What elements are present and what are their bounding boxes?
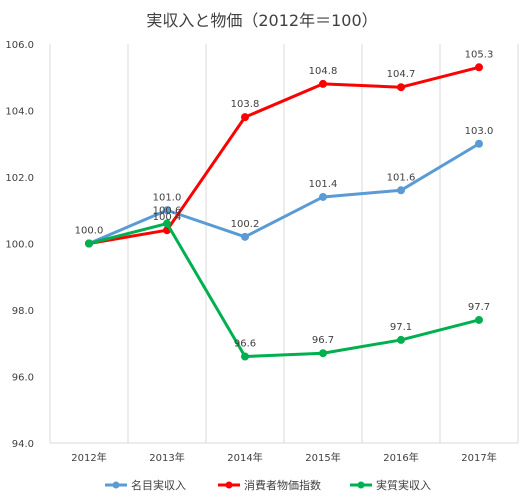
data-label: 105.3 xyxy=(465,49,494,60)
x-tick-label: 2014年 xyxy=(227,451,262,464)
data-point xyxy=(241,113,249,122)
data-label: 104.8 xyxy=(309,66,338,77)
data-label: 100.0 xyxy=(75,226,104,237)
data-label: 97.7 xyxy=(468,302,490,313)
legend-label: 消費者物価指数 xyxy=(244,478,321,492)
x-tick-label: 2012年 xyxy=(71,451,106,464)
series-line xyxy=(87,65,481,245)
data-point xyxy=(319,349,327,358)
x-tick-label: 2016年 xyxy=(383,451,418,464)
data-label: 101.0 xyxy=(153,192,182,203)
data-point xyxy=(241,352,249,361)
legend: 名目実収入 消費者物価指数 実質実収入 xyxy=(105,478,431,492)
data-point xyxy=(163,219,171,228)
y-tick-label: 100.0 xyxy=(5,240,34,251)
data-point xyxy=(475,139,483,148)
data-point xyxy=(397,335,405,344)
data-label: 101.4 xyxy=(309,179,338,190)
data-label: 96.6 xyxy=(234,339,256,350)
legend-label: 実質実収入 xyxy=(376,478,431,492)
y-tick-label: 106.0 xyxy=(5,40,34,51)
data-label: 96.7 xyxy=(312,335,334,346)
data-point xyxy=(85,239,93,248)
legend-marker xyxy=(357,481,365,489)
data-label: 97.1 xyxy=(390,322,412,333)
y-tick-label: 104.0 xyxy=(5,107,34,118)
chart-title: 実収入と物価（2012年＝100） xyxy=(146,11,377,30)
series-line xyxy=(87,142,481,245)
legend-marker xyxy=(112,481,120,489)
x-tick-label: 2017年 xyxy=(461,451,496,464)
y-tick-label: 96.0 xyxy=(12,373,34,384)
x-tick-label: 2015年 xyxy=(305,451,340,464)
y-tick-label: 102.0 xyxy=(5,173,34,184)
grid xyxy=(49,44,519,443)
data-label: 103.8 xyxy=(231,99,260,110)
data-point xyxy=(475,315,483,324)
data-point xyxy=(397,83,405,92)
legend-marker xyxy=(225,481,233,489)
data-labels: 100.0 101.0 100.2 101.4 101.6 103.0 100.4 103.8… xyxy=(75,49,494,349)
data-point xyxy=(241,232,249,241)
series-layer xyxy=(85,63,483,361)
legend-label: 名目実収入 xyxy=(131,478,186,492)
data-point xyxy=(319,192,327,201)
y-tick-label: 98.0 xyxy=(12,306,34,317)
data-point xyxy=(475,63,483,72)
data-point xyxy=(163,206,171,215)
y-tick-label: 94.0 xyxy=(12,439,34,450)
data-label: 104.7 xyxy=(387,69,416,80)
data-label: 103.0 xyxy=(465,126,494,137)
data-label: 101.6 xyxy=(387,172,416,183)
data-point xyxy=(319,79,327,88)
data-point xyxy=(397,186,405,195)
data-label: 100.6 xyxy=(153,206,182,217)
data-label: 100.2 xyxy=(231,219,260,230)
axes: 94.0 96.0 98.0 100.0 102.0 104.0 106.0 2012年 201… xyxy=(5,40,518,464)
x-tick-label: 2013年 xyxy=(149,451,184,464)
series-line xyxy=(87,222,481,359)
data-label: 100.4 xyxy=(153,212,182,223)
